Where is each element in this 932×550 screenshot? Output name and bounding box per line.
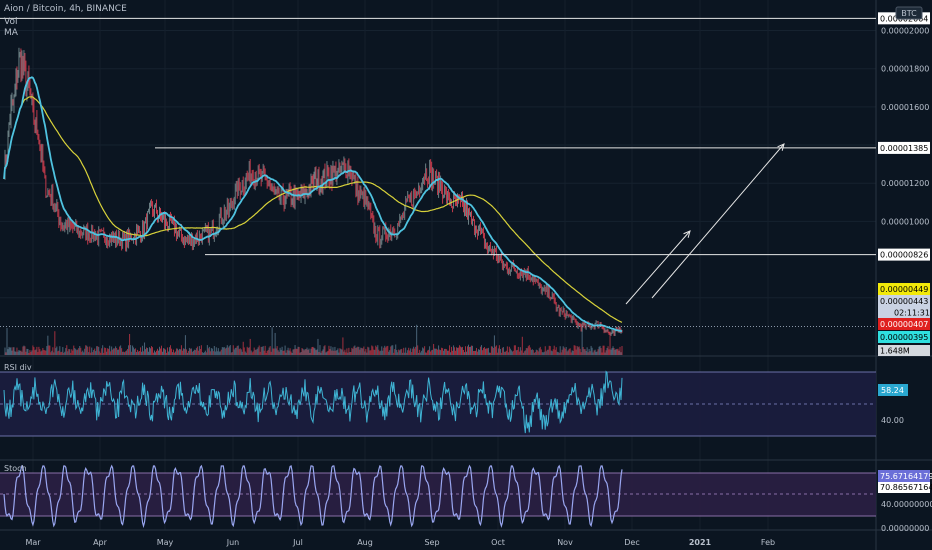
time-axis-tick: 2021 xyxy=(689,538,712,547)
price-axis-tick: 0.00002000 xyxy=(881,27,929,36)
level-label-box xyxy=(878,141,930,154)
fast-ma-line xyxy=(3,76,623,333)
time-axis-tick: Mar xyxy=(25,538,41,547)
rsi-line xyxy=(3,370,623,434)
rsi-value: 58.24 xyxy=(881,386,904,395)
price-axis-tick: 0.00001000 xyxy=(881,217,929,226)
low-price-label-box xyxy=(878,318,930,330)
time-axis-tick: Jul xyxy=(292,538,303,547)
volume-label-box xyxy=(878,345,930,356)
last-price-label-box xyxy=(878,283,930,295)
time-axis-tick: Dec xyxy=(624,538,639,547)
rsi-title: RSI div xyxy=(4,363,32,372)
current-price-label: 0.00000443 xyxy=(880,297,928,306)
stoch-value-a-box xyxy=(878,470,930,482)
ma-indicator-label[interactable]: MA xyxy=(4,28,18,38)
projection-arrow-short xyxy=(625,230,691,305)
stoch-value-a: 75.67164179 xyxy=(880,472,932,481)
level-label: 0.00001385 xyxy=(880,144,928,153)
stoch-line xyxy=(3,464,623,529)
price-axis-tick: 0.00001800 xyxy=(881,65,929,74)
stoch-axis-tick: 40.00000000 xyxy=(881,500,932,509)
countdown-timer: 02:11:31 xyxy=(894,309,930,318)
time-axis-tick: Jun xyxy=(226,538,240,547)
ma-price-label-box xyxy=(878,331,930,343)
scale-badge-box xyxy=(895,6,923,20)
time-axis-tick: May xyxy=(157,538,174,547)
level-label: 0.00000826 xyxy=(880,251,928,260)
projection-arrow-short-head xyxy=(683,230,691,238)
level-label-box xyxy=(878,248,930,261)
rsi-axis-tick: 40.00 xyxy=(881,416,904,425)
slow-ma-line xyxy=(3,96,623,323)
volume-indicator-label[interactable]: Vol xyxy=(4,17,18,27)
time-axis-tick: Oct xyxy=(491,538,505,547)
projection-arrow-long-head xyxy=(777,143,785,151)
symbol-title[interactable]: Aion / Bitcoin, 4h, BINANCE xyxy=(4,4,127,14)
time-axis-tick: Apr xyxy=(93,538,108,547)
stoch-value-b-box xyxy=(878,482,930,493)
volume-label: 1.648M xyxy=(880,347,910,356)
price-axis-tick: 0.00001600 xyxy=(881,103,929,112)
scale-badge: BTC xyxy=(901,9,917,18)
stoch-value-b: 70.86567164 xyxy=(880,483,932,492)
ma-price-label: 0.00000395 xyxy=(880,333,928,342)
stoch-title: Stoch xyxy=(4,464,27,473)
rsi-value-box xyxy=(878,384,908,396)
last-price-label: 0.00000449 xyxy=(880,285,928,294)
time-axis-tick: Feb xyxy=(761,538,775,547)
projection-arrow-long xyxy=(651,143,785,299)
time-axis-tick: Nov xyxy=(557,538,573,547)
price-axis-tick: 0.00001200 xyxy=(881,179,929,188)
countdown-box xyxy=(878,307,930,318)
low-price-label: 0.00000407 xyxy=(880,320,928,329)
time-axis-tick: Aug xyxy=(357,538,373,547)
current-price-label-box xyxy=(878,295,930,307)
stoch-axis-tick: 0.00000000 xyxy=(881,524,929,533)
time-axis-tick: Sep xyxy=(424,538,439,547)
